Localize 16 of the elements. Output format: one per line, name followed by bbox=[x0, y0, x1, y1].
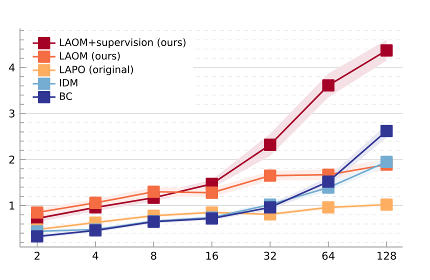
legend-label: LAOM+supervision (ours) bbox=[60, 38, 186, 48]
legend-label: IDM bbox=[60, 79, 78, 86]
x-tick-label: 32 bbox=[264, 252, 276, 260]
x-tick-label: 64 bbox=[322, 252, 335, 260]
y-tick-label: 3 bbox=[9, 109, 14, 118]
legend-label: LAPO (original) bbox=[60, 66, 133, 76]
y-tick-label: 2 bbox=[9, 156, 14, 164]
legend-label: BC bbox=[60, 92, 72, 100]
y-tick-label: 4 bbox=[9, 64, 15, 72]
x-tick-label: 8 bbox=[150, 252, 156, 260]
x-tick-label: 2 bbox=[34, 252, 40, 260]
y-tick-label: 1 bbox=[10, 202, 14, 210]
x-tick-label: 16 bbox=[206, 252, 218, 260]
x-tick-label: 4 bbox=[92, 252, 98, 260]
legend-label: LAOM (ours) bbox=[60, 52, 120, 61]
x-tick-label: 128 bbox=[378, 252, 396, 260]
